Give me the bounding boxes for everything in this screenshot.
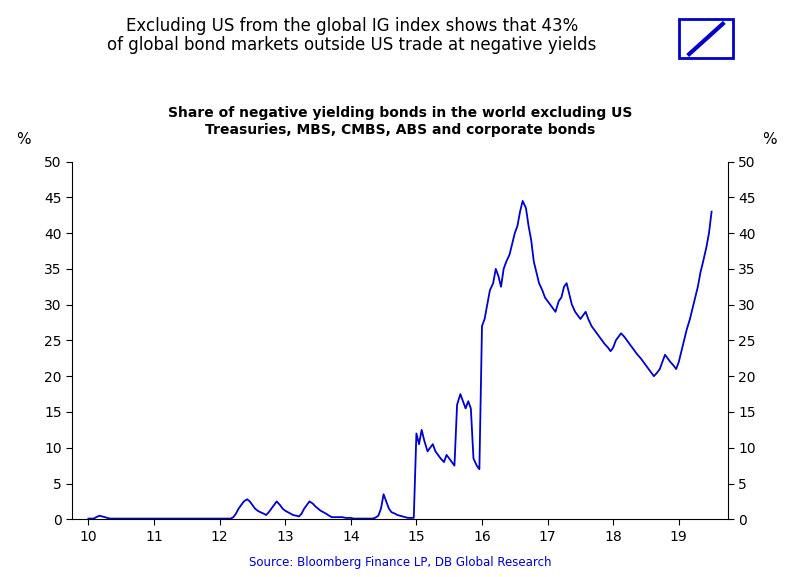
Text: Share of negative yielding bonds in the world excluding US: Share of negative yielding bonds in the … [168, 106, 632, 119]
Text: %: % [16, 132, 31, 147]
Text: Source: Bloomberg Finance LP, DB Global Research: Source: Bloomberg Finance LP, DB Global … [249, 556, 551, 569]
Text: Excluding US from the global IG index shows that 43%: Excluding US from the global IG index sh… [126, 17, 578, 35]
Text: of global bond markets outside US trade at negative yields: of global bond markets outside US trade … [107, 36, 597, 54]
Text: Treasuries, MBS, CMBS, ABS and corporate bonds: Treasuries, MBS, CMBS, ABS and corporate… [205, 123, 595, 137]
Text: %: % [762, 132, 777, 147]
